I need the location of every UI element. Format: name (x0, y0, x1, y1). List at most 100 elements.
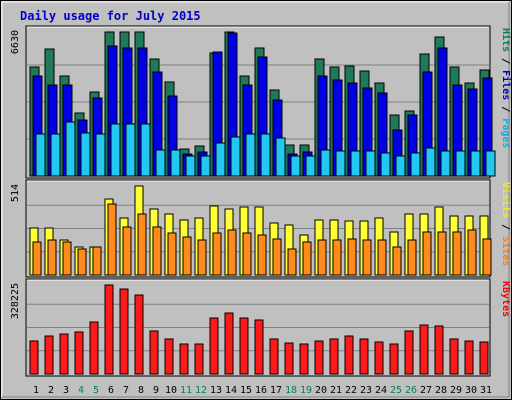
panel-visits-sites: 514 Visits / Sites (10, 179, 512, 278)
bar-sites-day-20 (317, 239, 327, 276)
bar-kbytes-day-5 (89, 321, 99, 375)
panel-hits-files-pages: 6630 Hits / Files / Pages (10, 25, 512, 179)
x-tick-label-25: 25 (390, 385, 402, 396)
bar-pages-day-2 (50, 133, 61, 177)
legend-kbytes: KBytes (500, 281, 511, 317)
bar-sites-day-17 (272, 238, 282, 276)
y-max-label: 328225 (10, 283, 21, 319)
bar-sites-day-14 (227, 229, 237, 276)
bar-pages-day-12 (200, 155, 211, 177)
panels-group: 6630 Hits / Files / Pages 514 Visits / Site… (10, 25, 512, 377)
bar-sites-day-23 (362, 239, 372, 276)
x-tick-label-4: 4 (78, 385, 84, 396)
bar-pages-day-26 (410, 152, 421, 177)
bar-sites-day-3 (62, 241, 72, 276)
bar-pages-day-9 (155, 149, 166, 177)
bar-pages-day-28 (440, 150, 451, 177)
bar-pages-day-17 (275, 137, 286, 177)
bar-sites-day-2 (47, 239, 57, 276)
legend-item: Pages (500, 118, 511, 148)
series-sites (32, 203, 492, 276)
x-tick-label-19: 19 (300, 385, 312, 396)
bar-kbytes-day-15 (239, 317, 249, 375)
x-tick-label-15: 15 (240, 385, 252, 396)
bar-kbytes-day-22 (344, 335, 354, 375)
bar-sites-day-11 (182, 236, 192, 276)
bar-sites-day-8 (137, 213, 147, 276)
bar-kbytes-day-7 (119, 288, 129, 375)
x-tick-label-29: 29 (450, 385, 462, 396)
x-tick-label-30: 30 (465, 385, 477, 396)
x-tick-label-3: 3 (63, 385, 69, 396)
bar-pages-day-22 (350, 150, 361, 177)
bar-kbytes-day-9 (149, 330, 159, 375)
bar-sites-day-10 (167, 232, 177, 276)
bar-kbytes-day-21 (329, 338, 339, 375)
legend-item: Hits (500, 28, 512, 52)
bar-sites-day-22 (347, 238, 357, 276)
bar-pages-day-1 (35, 133, 46, 177)
bar-kbytes-day-3 (59, 333, 69, 375)
bar-kbytes-day-8 (134, 294, 144, 375)
bar-kbytes-day-14 (224, 312, 234, 375)
bar-sites-day-21 (332, 239, 342, 276)
bar-pages-day-31 (485, 150, 496, 177)
bar-pages-day-29 (455, 150, 466, 177)
bar-pages-day-19 (305, 155, 316, 177)
x-tick-label-18: 18 (285, 385, 297, 396)
bar-sites-day-15 (242, 232, 252, 276)
legend-item: / (500, 52, 511, 70)
bar-kbytes-day-29 (449, 338, 459, 375)
legend-item: / (500, 218, 511, 236)
x-tick-label-22: 22 (345, 385, 357, 396)
bar-kbytes-day-28 (434, 325, 444, 375)
bar-sites-day-24 (377, 239, 387, 276)
bar-kbytes-day-6 (104, 284, 114, 375)
bar-sites-day-9 (152, 226, 162, 276)
x-tick-label-21: 21 (330, 385, 342, 396)
x-tick-label-2: 2 (48, 385, 54, 396)
series-kbytes (29, 284, 489, 375)
bar-pages-day-5 (95, 133, 106, 177)
bar-pages-day-18 (290, 155, 301, 177)
x-tick-label-27: 27 (420, 385, 432, 396)
x-tick-label-8: 8 (138, 385, 144, 396)
bar-sites-day-25 (392, 246, 402, 276)
bar-sites-day-5 (92, 246, 102, 276)
bar-sites-day-18 (287, 248, 297, 276)
bar-pages-day-4 (80, 132, 91, 177)
bar-sites-day-16 (257, 234, 267, 276)
bar-kbytes-day-31 (479, 341, 489, 375)
bar-pages-day-10 (170, 149, 181, 177)
legend-item: Sites (500, 236, 512, 266)
bar-kbytes-day-11 (179, 343, 189, 375)
bar-kbytes-day-1 (29, 340, 39, 375)
bar-sites-day-19 (302, 241, 312, 276)
bar-kbytes-day-12 (194, 343, 204, 375)
legend-item: KBytes (500, 281, 511, 317)
bar-pages-day-15 (245, 133, 256, 177)
bar-sites-day-1 (32, 241, 42, 276)
x-tick-label-5: 5 (93, 385, 99, 396)
bar-kbytes-day-25 (389, 343, 399, 375)
bar-sites-day-13 (212, 232, 222, 276)
x-tick-label-28: 28 (435, 385, 447, 396)
chart-title: Daily usage for July 2015 (20, 9, 201, 23)
legend-hits-files-pages: Hits / Files / Pages (500, 28, 512, 148)
bar-kbytes-day-27 (419, 324, 429, 375)
bar-sites-day-4 (77, 248, 87, 276)
x-tick-label-12: 12 (195, 385, 207, 396)
bar-kbytes-day-13 (209, 317, 219, 375)
bar-sites-day-27 (422, 231, 432, 276)
bar-pages-day-21 (335, 150, 346, 177)
bar-kbytes-day-2 (44, 335, 54, 375)
bar-pages-day-23 (365, 150, 376, 177)
y-max-label: 514 (10, 184, 21, 202)
y-max-label: 6630 (10, 30, 21, 54)
x-tick-label-23: 23 (360, 385, 372, 396)
bar-sites-day-26 (407, 239, 417, 276)
x-axis-tick-labels: 1 2 3 4 5 6 7 8 9 10 11 12 13 14 15 16 17 18 19 20 21 22 23 24 2… (33, 385, 492, 396)
bar-pages-day-24 (380, 152, 391, 177)
x-tick-label-13: 13 (210, 385, 222, 396)
